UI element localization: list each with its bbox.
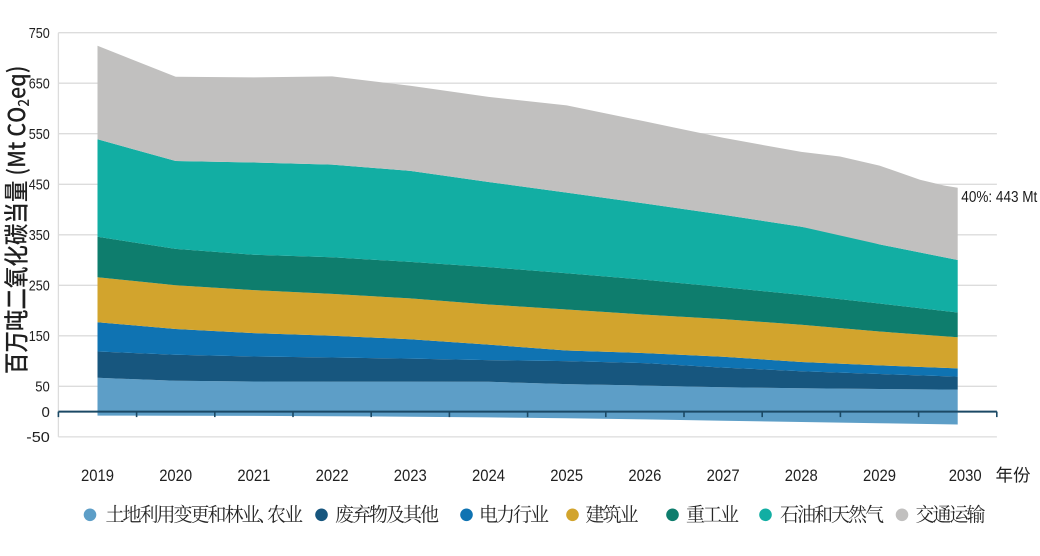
svg-text:2030: 2030 — [949, 466, 982, 485]
svg-text:650: 650 — [29, 75, 50, 92]
svg-text:150: 150 — [29, 328, 50, 345]
svg-text:2023: 2023 — [394, 466, 427, 485]
svg-text:2028: 2028 — [785, 466, 818, 485]
svg-text:750: 750 — [29, 25, 50, 42]
svg-text:2021: 2021 — [237, 466, 270, 485]
svg-text:2020: 2020 — [159, 466, 192, 485]
svg-text:2025: 2025 — [550, 466, 583, 485]
svg-text:0: 0 — [41, 404, 49, 421]
svg-text:50: 50 — [35, 379, 50, 396]
svg-text:2029: 2029 — [863, 466, 896, 485]
svg-text:550: 550 — [29, 126, 50, 143]
svg-text:250: 250 — [29, 278, 50, 295]
svg-text:-50: -50 — [26, 429, 50, 446]
svg-text:350: 350 — [29, 227, 50, 244]
svg-text:450: 450 — [29, 177, 50, 194]
svg-text:2026: 2026 — [628, 466, 661, 485]
svg-text:40%: 443 Mt: 40%: 443 Mt — [961, 189, 1037, 206]
svg-text:2022: 2022 — [316, 466, 349, 485]
svg-text:2027: 2027 — [707, 466, 740, 485]
svg-text:2019: 2019 — [81, 466, 114, 485]
svg-text:2024: 2024 — [472, 466, 505, 485]
